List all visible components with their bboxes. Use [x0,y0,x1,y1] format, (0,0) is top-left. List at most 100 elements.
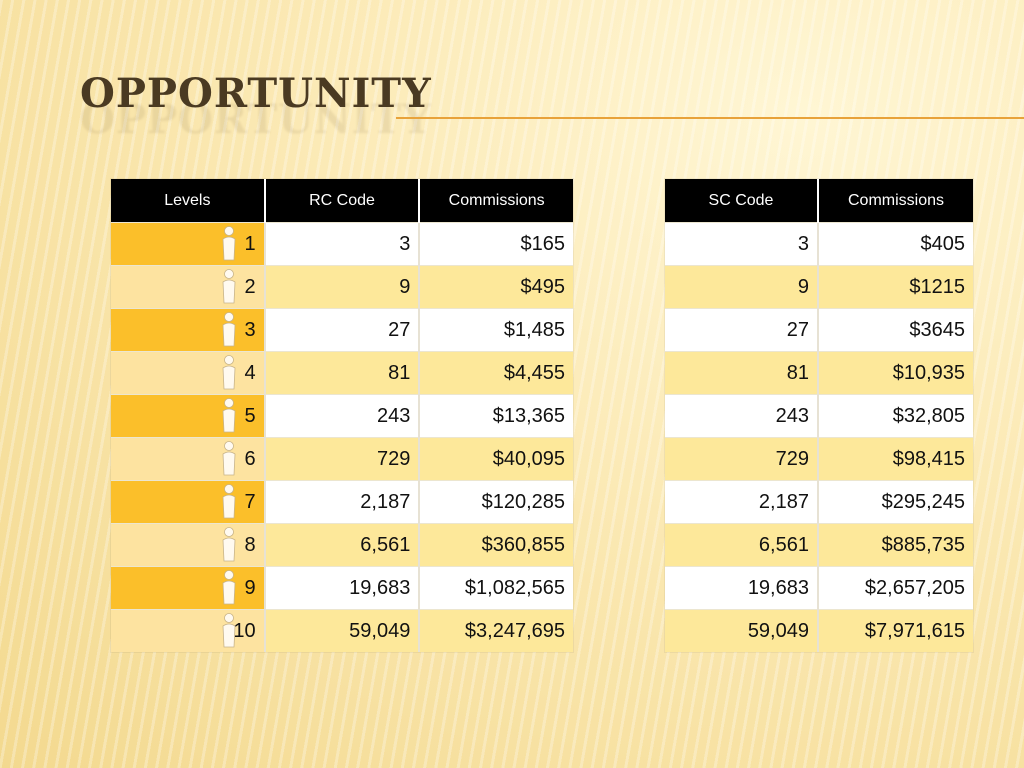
sc-code-cell: 3 [665,222,819,266]
commission-cell: $3645 [817,308,973,352]
title-rule [396,117,1024,119]
slide-title: OPPORTUNITY [80,70,432,117]
header-sc-code: SC Code [665,179,819,223]
commission-cell: $405 [817,222,973,266]
sc-code-cell: 243 [665,394,819,438]
level-cell: 6 [111,437,266,481]
sc-commission-table: SC Code Commissions 3 $405 9 $1215 27 $3645 81… [665,179,973,652]
table-row: 3 27 $1,485 [111,308,573,352]
person-icon [220,398,238,434]
person-icon [220,527,238,563]
header-commissions: Commissions [419,179,573,223]
table-row: 6 729 $40,095 [111,437,573,481]
header-levels: Levels [111,179,266,223]
table-header-row: SC Code Commissions [665,179,973,223]
header-commissions: Commissions [817,179,973,223]
level-number: 9 [244,576,256,599]
table-row: 8 6,561 $360,855 [111,523,573,567]
level-cell: 10 [111,609,266,652]
sc-code-cell: 59,049 [665,609,819,652]
commission-cell: $295,245 [817,480,973,524]
table-row: 19,683 $2,657,205 [665,566,973,610]
level-number: 2 [244,275,256,298]
commission-cell: $32,805 [817,394,973,438]
level-cell: 8 [111,523,266,567]
sc-code-cell: 81 [665,351,819,395]
level-cell: 5 [111,394,266,438]
commission-cell: $10,935 [817,351,973,395]
sc-code-cell: 27 [665,308,819,352]
level-cell: 7 [111,480,266,524]
rc-code-cell: 81 [264,351,421,395]
table-row: 9 19,683 $1,082,565 [111,566,573,610]
rc-code-cell: 27 [264,308,421,352]
rc-code-cell: 59,049 [264,609,421,652]
person-icon [220,355,238,391]
sc-code-cell: 19,683 [665,566,819,610]
level-number: 1 [244,232,256,255]
rc-code-cell: 9 [264,265,421,309]
table-row: 27 $3645 [665,308,973,352]
rc-code-cell: 19,683 [264,566,421,610]
commission-cell: $40,095 [419,437,573,481]
sc-code-cell: 729 [665,437,819,481]
table-row: 729 $98,415 [665,437,973,481]
table-header-row: Levels RC Code Commissions [111,179,573,223]
rc-code-cell: 3 [264,222,421,266]
rc-code-cell: 6,561 [264,523,421,567]
level-cell: 1 [111,222,266,266]
level-cell: 2 [111,265,266,309]
level-number: 10 [233,619,256,642]
level-cell: 3 [111,308,266,352]
sc-code-cell: 6,561 [665,523,819,567]
person-icon [220,484,238,520]
header-rc-code: RC Code [264,179,421,223]
person-icon [220,613,238,649]
commission-cell: $2,657,205 [817,566,973,610]
commission-cell: $4,455 [419,351,573,395]
commission-cell: $13,365 [419,394,573,438]
level-number: 6 [244,447,256,470]
commission-cell: $7,971,615 [817,609,973,652]
table-row: 81 $10,935 [665,351,973,395]
table-row: 59,049 $7,971,615 [665,609,973,652]
person-icon [220,570,238,606]
table-row: 5 243 $13,365 [111,394,573,438]
table-row: 1 3 $165 [111,222,573,266]
table-row: 10 59,049 $3,247,695 [111,609,573,652]
rc-commission-table: Levels RC Code Commissions 1 3 $165 2 9 $495 3… [111,179,573,652]
table-row: 3 $405 [665,222,973,266]
table-row: 7 2,187 $120,285 [111,480,573,524]
table-row: 6,561 $885,735 [665,523,973,567]
table-row: 243 $32,805 [665,394,973,438]
level-cell: 9 [111,566,266,610]
commission-cell: $1215 [817,265,973,309]
sc-code-cell: 9 [665,265,819,309]
commission-cell: $1,082,565 [419,566,573,610]
person-icon [220,312,238,348]
level-cell: 4 [111,351,266,395]
commission-cell: $165 [419,222,573,266]
person-icon [220,441,238,477]
commission-cell: $120,285 [419,480,573,524]
person-icon [220,269,238,305]
commission-cell: $1,485 [419,308,573,352]
level-number: 3 [244,318,256,341]
table-row: 9 $1215 [665,265,973,309]
commission-cell: $495 [419,265,573,309]
table-row: 2 9 $495 [111,265,573,309]
person-icon [220,226,238,262]
commission-cell: $98,415 [817,437,973,481]
commission-cell: $885,735 [817,523,973,567]
rc-code-cell: 243 [264,394,421,438]
commission-cell: $360,855 [419,523,573,567]
table-row: 2,187 $295,245 [665,480,973,524]
commission-cell: $3,247,695 [419,609,573,652]
table-row: 4 81 $4,455 [111,351,573,395]
level-number: 8 [244,533,256,556]
level-number: 4 [244,361,256,384]
rc-code-cell: 2,187 [264,480,421,524]
level-number: 5 [244,404,256,427]
sc-code-cell: 2,187 [665,480,819,524]
level-number: 7 [244,490,256,513]
